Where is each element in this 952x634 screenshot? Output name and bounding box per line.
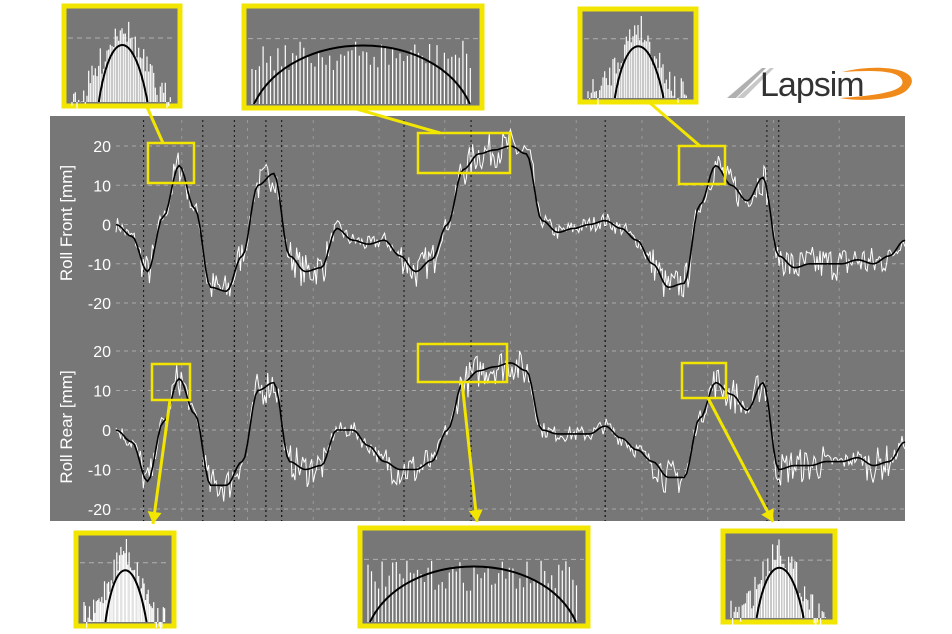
zoom-callouts	[61, 3, 838, 631]
logo-swoosh-grey-2	[737, 68, 774, 98]
plot-panel-background	[50, 116, 905, 521]
inset-raw-trace	[71, 21, 171, 109]
y-tick-label: -10	[88, 257, 111, 274]
zoom-region-box	[677, 144, 727, 186]
y-axis-label: Roll Rear [mm]	[57, 370, 76, 483]
callout-connector	[151, 399, 172, 525]
y-tick-label: 10	[93, 178, 111, 195]
zoom-region-box	[416, 131, 512, 175]
zoom-region-box	[146, 141, 196, 185]
zoom-region-box	[680, 361, 728, 400]
callout-connector	[706, 397, 775, 523]
logo-swoosh-grey	[727, 68, 766, 98]
y-axis-label: Roll Front [mm]	[57, 165, 76, 281]
y-tick-label: 20	[93, 139, 111, 156]
inset-raw-trace	[367, 560, 578, 622]
y-tick-label: -20	[88, 502, 111, 519]
y-tick-label: -20	[88, 296, 111, 313]
callout-arrowhead	[468, 509, 483, 522]
y-tick-label: 0	[102, 218, 111, 235]
smoothed-series-line	[115, 362, 906, 487]
zoom-region-box	[150, 362, 192, 402]
inset-raw-trace	[251, 40, 471, 104]
callout-connector	[649, 101, 701, 148]
inset-smoothed-line	[104, 569, 148, 623]
logo-swoosh-orange	[840, 67, 912, 100]
callout-connector	[352, 106, 441, 135]
y-tick-label: 10	[93, 384, 111, 401]
lapsim-logo: Lapsim	[727, 66, 912, 104]
inset-smoothed-line	[755, 567, 805, 619]
inset-smoothed-line	[613, 45, 665, 99]
callout-connector	[145, 106, 165, 144]
inset-smoothed-line	[369, 565, 577, 623]
plot-roll-front: 20 10 0 -10 -20 Roll Front [mm]	[57, 120, 906, 521]
plot-roll-rear: 20 10 0 -10 -20 Roll Rear [mm]	[57, 325, 906, 521]
logo-text: Lapsim	[760, 66, 864, 104]
inset-smoothed-line	[253, 44, 471, 105]
y-tick-label: -10	[88, 463, 111, 480]
y-tick-label: 0	[102, 423, 111, 440]
y-tick-label: 20	[93, 344, 111, 361]
callout-connector	[460, 381, 479, 523]
inset-smoothed-line	[97, 44, 149, 103]
callout-arrowhead	[147, 511, 162, 524]
inset-raw-trace	[83, 539, 166, 631]
callout-arrowhead	[761, 508, 774, 522]
